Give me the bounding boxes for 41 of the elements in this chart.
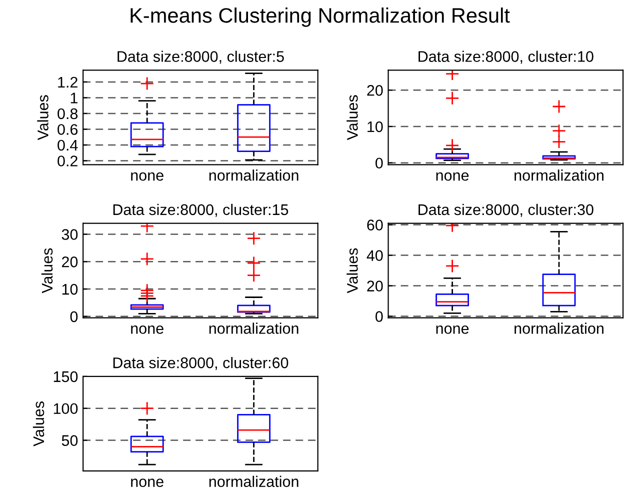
y-tick-label: 100 bbox=[54, 403, 78, 414]
y-tick-label: 20 bbox=[367, 280, 383, 292]
chart-title: Data size:8000, cluster:30 bbox=[418, 204, 594, 217]
chart-title: Data size:8000, cluster:5 bbox=[118, 50, 284, 64]
y-tick-label: 10 bbox=[62, 284, 78, 295]
x-tick-label: normalization bbox=[209, 170, 298, 181]
y-tick-label: 1.2 bbox=[58, 76, 78, 88]
x-tick-label: normalization bbox=[209, 322, 298, 334]
y-tick-label: 0 bbox=[70, 311, 78, 322]
x-tick-label: none bbox=[436, 326, 469, 334]
y-axis-title: Values bbox=[37, 95, 48, 140]
chart-title: Data size:8000, cluster:10 bbox=[418, 50, 594, 64]
y-tick-label: 20 bbox=[367, 85, 383, 96]
y-tick-label: 10 bbox=[368, 121, 383, 132]
chart-title: Data size:8000, cluster:15 bbox=[113, 204, 288, 217]
x-tick-label: none bbox=[131, 172, 164, 181]
x-tick-label: none bbox=[131, 478, 164, 488]
y-tick-label: 0.8 bbox=[58, 108, 78, 120]
y-tick-label: 50 bbox=[62, 435, 78, 446]
y-axis-title: Values bbox=[41, 248, 53, 294]
y-axis-title: Values bbox=[346, 95, 358, 140]
x-tick-label: normalization bbox=[514, 322, 604, 334]
y-tick-label: 0 bbox=[376, 158, 383, 169]
y-tick-label: 20 bbox=[62, 256, 78, 268]
x-tick-label: none bbox=[436, 172, 469, 181]
y-tick-label: 0 bbox=[376, 311, 383, 322]
text: K-means Clustering Normalization Result bbox=[130, 8, 510, 27]
x-tick-label: normalization bbox=[514, 170, 604, 181]
y-axis-title: Values bbox=[346, 248, 358, 294]
y-axis-title: Values bbox=[32, 401, 44, 446]
chart-title: Data size:8000, cluster:60 bbox=[113, 357, 288, 370]
x-tick-label: none bbox=[131, 326, 164, 334]
y-tick-label: 0.4 bbox=[58, 140, 78, 151]
y-tick-label: 30 bbox=[62, 229, 78, 240]
y-tick-label: 150 bbox=[54, 371, 78, 382]
y-tick-label: 0.6 bbox=[58, 124, 78, 135]
y-tick-label: 60 bbox=[367, 220, 383, 230]
y-tick-label: 0.2 bbox=[58, 156, 78, 166]
y-tick-label: 40 bbox=[366, 250, 383, 261]
y-tick-label: 1 bbox=[70, 92, 78, 104]
x-tick-label: normalization bbox=[209, 476, 298, 488]
